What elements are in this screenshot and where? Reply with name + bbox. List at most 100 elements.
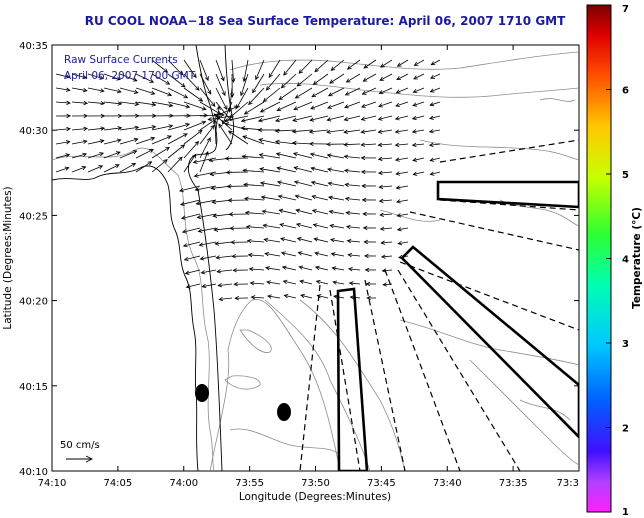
current-vector [330, 252, 345, 257]
current-vector [283, 293, 297, 299]
current-vector [183, 120, 207, 131]
current-vector [327, 87, 345, 97]
current-vector [345, 73, 361, 83]
current-vector [213, 113, 233, 131]
current-vector [296, 73, 313, 87]
current-vector [346, 238, 361, 244]
current-vector [314, 265, 329, 271]
current-vector [380, 240, 393, 245]
current-vector [361, 101, 377, 108]
current-vector [183, 59, 197, 79]
current-vector [360, 142, 377, 147]
current-vector [360, 169, 377, 175]
current-vector [378, 101, 393, 108]
current-vector [201, 283, 217, 289]
current-vector [379, 73, 393, 81]
current-vector [294, 194, 313, 201]
current-vector [242, 168, 265, 173]
current-vector [330, 59, 345, 71]
current-vector [378, 184, 393, 190]
current-vector [214, 241, 233, 246]
current-vector [199, 255, 217, 261]
current-vector [298, 265, 313, 271]
current-vector [55, 153, 71, 159]
current-vector [275, 115, 297, 123]
current-vector [183, 101, 207, 111]
current-vector [242, 135, 265, 145]
x-tick-label: 73:45 [367, 478, 396, 489]
current-vector [413, 59, 425, 66]
current-vector [326, 129, 345, 134]
current-vector [182, 241, 201, 248]
current-vector [167, 133, 188, 145]
current-vector [199, 137, 211, 159]
current-vector [430, 73, 441, 79]
current-vector [185, 283, 201, 289]
current-vector [87, 152, 105, 159]
current-vector [293, 101, 313, 111]
x-tick-label: 74:10 [38, 478, 67, 489]
current-vector [215, 73, 226, 97]
current-vector [310, 180, 329, 187]
current-vector [279, 222, 297, 229]
current-vector [396, 213, 409, 218]
y-axis-ticks: 40:35 40:30 40:25 40:20 40:15 40:10 [19, 41, 579, 478]
current-vector [183, 255, 201, 262]
current-vector [135, 149, 154, 159]
current-vector [215, 59, 225, 82]
current-vector [411, 142, 425, 148]
current-vector [343, 115, 361, 122]
plot-frame [51, 44, 580, 472]
current-vector [311, 194, 329, 201]
current-vector [377, 156, 393, 162]
current-vector [223, 115, 249, 123]
bathymetry-contours [52, 51, 579, 471]
y-tick-label: 40:20 [19, 297, 48, 308]
current-vector [312, 73, 329, 85]
current-vector [313, 237, 329, 243]
current-vector [327, 181, 345, 187]
current-vector [343, 154, 361, 159]
current-vector [183, 153, 197, 173]
y-tick-label: 40:25 [19, 211, 48, 222]
current-vector [315, 279, 329, 285]
current-vector [429, 171, 441, 176]
current-vector [429, 101, 441, 107]
current-vector [55, 87, 71, 92]
current-vector [380, 254, 393, 259]
current-vector [230, 240, 249, 245]
current-vector [199, 87, 216, 107]
current-vector [257, 115, 281, 123]
current-vector [276, 180, 297, 187]
current-vector [377, 142, 393, 148]
current-vector [308, 129, 329, 134]
current-vector [55, 73, 71, 79]
x-tick-label: 73:55 [235, 478, 264, 489]
current-vector [344, 196, 361, 202]
current-vector [328, 195, 345, 201]
current-vector [430, 59, 441, 66]
current-vector [151, 147, 170, 159]
current-vector [184, 269, 201, 275]
current-vector [224, 122, 249, 131]
current-vector [103, 138, 122, 145]
current-vector [243, 196, 265, 201]
current-vector [167, 156, 183, 173]
current-vector [295, 208, 313, 215]
current-vector [361, 197, 377, 203]
current-vector [411, 129, 425, 134]
current-vector [395, 171, 409, 176]
y-axis-label: Latitude (Degrees:Minutes) [2, 186, 14, 329]
y-tick-label: 40:30 [19, 126, 48, 137]
current-vector [311, 209, 329, 215]
current-vector [228, 212, 249, 217]
x-tick-label: 74:05 [103, 478, 132, 489]
current-vector [247, 252, 265, 258]
current-vector [276, 101, 297, 112]
station-marker [277, 403, 291, 421]
current-vector [243, 101, 265, 115]
current-vector [329, 73, 345, 84]
transect-lines [299, 139, 579, 471]
current-vector [265, 73, 281, 91]
current-vector [394, 157, 409, 162]
